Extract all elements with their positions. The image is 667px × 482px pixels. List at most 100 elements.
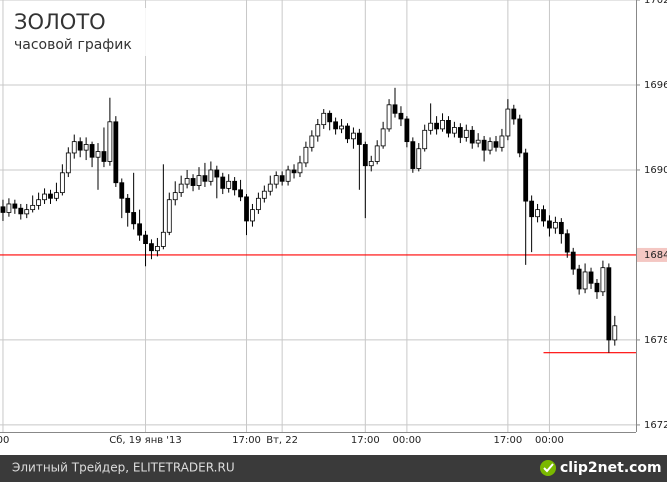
- candle-body: [232, 180, 238, 191]
- candle-body: [291, 169, 297, 174]
- tick-highlight: [637, 247, 667, 262]
- candle-body: [226, 180, 232, 189]
- candle-body: [582, 271, 588, 290]
- candle-body: [196, 175, 202, 186]
- candle-body: [351, 132, 356, 140]
- candle-body: [558, 221, 564, 235]
- candle-body: [166, 199, 172, 233]
- candle-body: [83, 144, 89, 151]
- candle-body: [362, 144, 368, 167]
- candle-body: [475, 139, 481, 144]
- candle-body: [404, 118, 410, 143]
- candle-body: [101, 151, 107, 162]
- candle-body: [285, 169, 291, 182]
- candle-body: [0, 206, 6, 213]
- candle-body: [368, 161, 374, 167]
- candle-body: [309, 135, 315, 148]
- x-tick-label: 00:00: [535, 435, 564, 446]
- candle-body: [149, 243, 154, 252]
- candle-body: [214, 169, 220, 178]
- candle-body: [333, 121, 339, 130]
- candle-body: [267, 183, 273, 192]
- candle-body: [36, 199, 42, 206]
- x-tick-label: 00: [0, 435, 9, 446]
- candle-body: [434, 122, 439, 130]
- x-tick-label: Сб, 19 янв '13: [109, 435, 182, 446]
- candle-body: [30, 204, 36, 211]
- candle-body: [422, 129, 428, 150]
- candle-body: [440, 119, 445, 130]
- candle-body: [71, 141, 77, 154]
- y-tick-label: 1672: [644, 420, 667, 431]
- candle-body: [6, 203, 12, 213]
- candle-body: [59, 172, 65, 194]
- candle-body: [125, 197, 131, 213]
- candle-body: [255, 197, 261, 211]
- candle-body: [137, 223, 142, 236]
- candle-body: [374, 145, 380, 162]
- candle-body: [273, 175, 279, 185]
- candle-body: [505, 108, 511, 137]
- candle-body: [588, 271, 594, 284]
- chart-title: ЗОЛОТО: [14, 10, 106, 34]
- candle-body: [380, 128, 386, 147]
- candle-body: [143, 234, 148, 245]
- candle-body: [279, 175, 285, 182]
- candle-body: [339, 125, 344, 130]
- candle-body: [410, 141, 416, 169]
- candle-body: [428, 122, 434, 131]
- candle-body: [493, 141, 499, 148]
- candle-body: [261, 190, 267, 199]
- candle-body: [12, 203, 18, 209]
- candle-body: [594, 282, 600, 293]
- candle-body: [113, 121, 119, 184]
- candle-body: [416, 148, 422, 169]
- candle-body: [457, 127, 463, 138]
- candle-body: [244, 196, 249, 222]
- candle-body: [463, 129, 469, 138]
- y-tick-label: 1684: [644, 250, 667, 261]
- candle-body: [606, 267, 612, 341]
- candle-body: [523, 152, 529, 202]
- candle-body: [315, 124, 321, 137]
- candle-body: [576, 268, 582, 290]
- candle-body: [327, 112, 333, 123]
- candle-body: [392, 104, 398, 114]
- candle-body: [238, 189, 243, 198]
- candle-body: [208, 169, 214, 182]
- candle-body: [517, 118, 523, 154]
- logo-icon: [540, 460, 556, 476]
- candle-body: [398, 112, 404, 120]
- candle-body: [499, 135, 505, 148]
- candle-body: [119, 182, 125, 199]
- candle-body: [481, 139, 487, 151]
- candle-body: [345, 125, 350, 140]
- candle-body: [89, 144, 95, 158]
- candle-body: [511, 108, 517, 120]
- candle-body: [321, 112, 327, 126]
- x-tick-label: Вт, 22: [266, 435, 298, 446]
- candle-body: [446, 119, 451, 134]
- title-backdrop: [6, 8, 156, 56]
- candle-body: [297, 162, 303, 174]
- chart-subtitle: часовой график: [14, 37, 132, 53]
- candle-body: [48, 193, 53, 199]
- plot: [0, 87, 636, 354]
- x-tick-label: 17:00: [232, 435, 261, 446]
- candle-body: [564, 233, 570, 253]
- candle-body: [250, 209, 255, 222]
- candle-body: [547, 220, 552, 229]
- y-tick-label: 1678: [644, 335, 667, 346]
- candle-body: [452, 127, 457, 134]
- y-tick-label: 1702: [644, 0, 667, 6]
- candle-body: [172, 192, 178, 201]
- candle-body: [469, 129, 475, 144]
- candle-body: [18, 207, 24, 215]
- footer-text: Элитный Трейдер, ELITETRADER.RU: [12, 461, 235, 475]
- candle-body: [65, 152, 71, 174]
- candle-body: [24, 209, 30, 215]
- candle-body: [160, 231, 166, 247]
- candle-body: [535, 209, 540, 218]
